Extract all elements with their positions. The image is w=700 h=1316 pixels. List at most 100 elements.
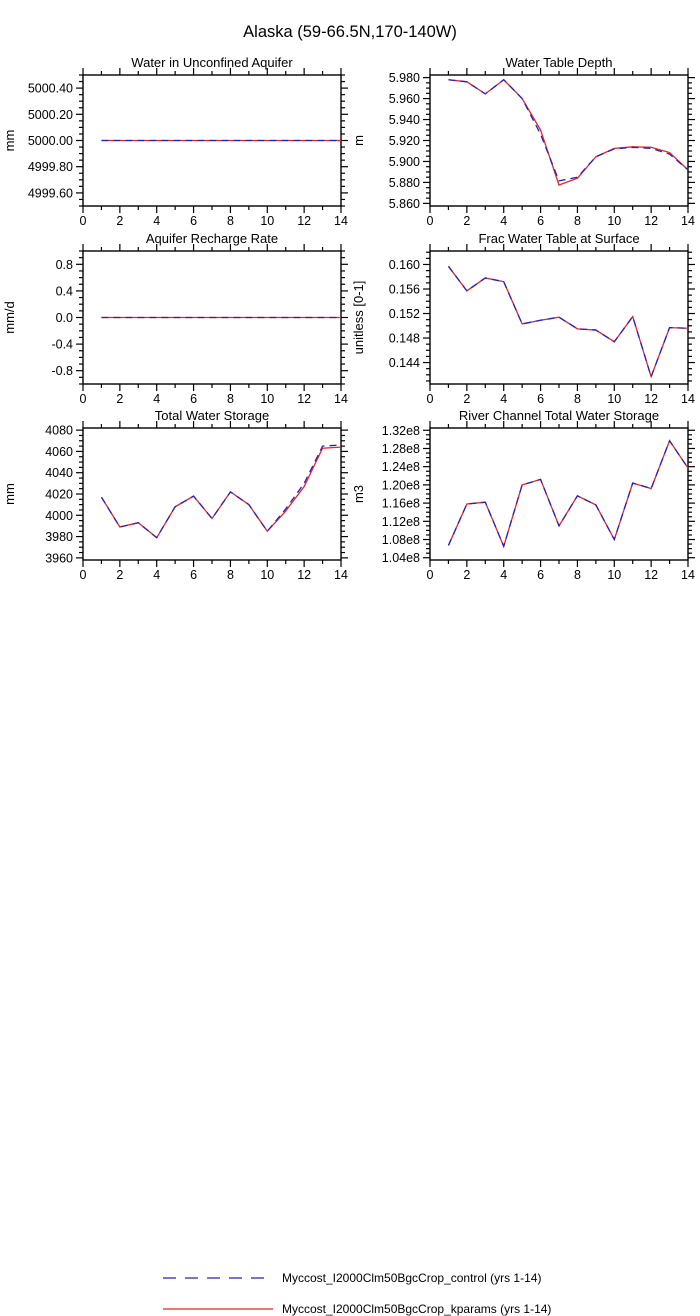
y-tick-label: 4060	[45, 445, 73, 459]
y-tick-label: 5.960	[389, 92, 420, 106]
x-ticks: 0 2 4 6 8 10 12 14	[80, 421, 348, 582]
y-ticks: 3960 3980 4000 4020 4040 4060 4080	[45, 424, 348, 565]
x-tick-label: 2	[116, 392, 123, 406]
x-tick-label: 8	[227, 392, 234, 406]
x-ticks: 0 2 4 6 8 10 12 14	[80, 68, 348, 228]
x-tick-label: 14	[334, 392, 348, 406]
series-kparams-line	[447, 439, 689, 549]
x-tick-label: 6	[537, 392, 544, 406]
legend-item-control: Myccost_I2000Clm50BgcCrop_control (yrs 1…	[162, 1271, 541, 1285]
x-tick-label: 0	[427, 568, 434, 582]
x-tick-label: 2	[116, 214, 123, 228]
y-tick-label: 0.144	[389, 356, 420, 370]
x-ticks: 0 2 4 6 8 10 12 14	[427, 421, 695, 582]
x-tick-label: 14	[681, 568, 695, 582]
y-tick-label: 5.980	[389, 71, 420, 85]
y-tick-label: 1.20e8	[382, 478, 420, 492]
x-tick-label: 12	[644, 214, 658, 228]
y-tick-label: -0.8	[51, 364, 73, 378]
x-tick-label: 12	[644, 392, 658, 406]
y-axis-label: m	[351, 135, 366, 146]
y-axis-label: mm/d	[2, 301, 17, 334]
series-kparams-line	[447, 265, 689, 379]
x-tick-label: 0	[80, 214, 87, 228]
x-tick-label: 14	[334, 568, 348, 582]
x-tick-label: 8	[574, 568, 581, 582]
x-tick-label: 12	[644, 568, 658, 582]
x-tick-label: 0	[427, 392, 434, 406]
y-axis-label: unitless [0-1]	[351, 281, 366, 355]
x-tick-label: 6	[190, 214, 197, 228]
chart-title: Water in Unconfined Aquifer	[131, 55, 293, 70]
chart-canvas: 0 2 4 6 8 10 12 14 4999.60 4999.80 5000.00 5000.20 5…	[2, 55, 348, 228]
y-tick-label: 5000.40	[28, 82, 73, 96]
dashed-line-swatch-icon	[163, 1277, 273, 1279]
y-tick-label: 5.900	[389, 155, 420, 169]
y-tick-label: 0.152	[389, 307, 420, 321]
series-kparams-line	[448, 78, 689, 186]
y-tick-label: 4000	[45, 509, 73, 523]
x-tick-label: 0	[80, 392, 87, 406]
chart-canvas: 0 2 4 6 8 10 12 14 5.860 5.880 5.900 5.920 5.940 5.96…	[351, 55, 695, 228]
series-control-line	[447, 439, 689, 549]
chart-title: Total Water Storage	[155, 408, 269, 423]
x-tick-label: 10	[260, 214, 274, 228]
chart-title: Frac Water Table at Surface	[478, 231, 639, 246]
series-kparams-line	[100, 446, 342, 539]
y-tick-label: 0.148	[389, 332, 420, 346]
y-tick-label: 5000.00	[28, 134, 73, 148]
x-tick-label: 4	[153, 568, 160, 582]
y-ticks: 4999.60 4999.80 5000.00 5000.20 5000.40	[28, 74, 348, 207]
y-tick-label: 1.16e8	[382, 497, 420, 511]
x-tick-label: 4	[500, 214, 507, 228]
x-tick-label: 8	[227, 214, 234, 228]
y-tick-label: 5.940	[389, 113, 420, 127]
y-tick-label: 3980	[45, 530, 73, 544]
y-tick-label: 5000.20	[28, 108, 73, 122]
x-tick-label: 2	[463, 392, 470, 406]
x-tick-label: 0	[427, 214, 434, 228]
panel-aquifer-recharge-rate: 0 2 4 6 8 10 12 14 -0.8 -0.4 0.0 0.4 0.8 Aquifer Rech…	[0, 221, 350, 421]
series-control-line	[100, 444, 342, 539]
series-control-line	[448, 78, 689, 182]
x-tick-label: 2	[463, 568, 470, 582]
panel-total-water-storage: 0 2 4 6 8 10 12 14 3960 3980 4000 4020 4040 4060 4080 T…	[0, 398, 350, 598]
x-tick-label: 6	[537, 214, 544, 228]
chart-canvas: 0 2 4 6 8 10 12 14 0.144 0.148 0.152 0.156 0.160 Frac…	[351, 231, 695, 406]
y-tick-label: -0.4	[51, 338, 73, 352]
legend-label-control: Myccost_I2000Clm50BgcCrop_control (yrs 1…	[282, 1271, 542, 1285]
x-ticks: 0 2 4 6 8 10 12 14	[80, 244, 348, 406]
y-tick-label: 1.08e8	[382, 533, 420, 547]
x-tick-label: 12	[297, 568, 311, 582]
panel-water-table-depth: 0 2 4 6 8 10 12 14 5.860 5.880 5.900 5.920 5.940 5.96…	[350, 45, 700, 245]
y-tick-label: 4999.80	[28, 160, 73, 174]
legend-label-kparams: Myccost_I2000Clm50BgcCrop_kparams (yrs 1…	[282, 1302, 552, 1316]
x-tick-label: 2	[116, 568, 123, 582]
x-tick-label: 10	[607, 568, 621, 582]
x-tick-label: 6	[190, 392, 197, 406]
chart-title: Water Table Depth	[506, 55, 613, 70]
x-tick-label: 4	[153, 214, 160, 228]
plot-frame	[82, 427, 342, 561]
chart-canvas: 0 2 4 6 8 10 12 14 1.04e8 1.08e8 1.12e8 1.16e8 1.20e…	[351, 408, 695, 582]
y-tick-label: 1.12e8	[382, 515, 420, 529]
x-tick-label: 6	[537, 568, 544, 582]
plot-frame	[429, 74, 689, 207]
y-tick-label: 5.860	[389, 197, 420, 211]
y-tick-label: 0.160	[389, 258, 420, 272]
x-tick-label: 10	[607, 214, 621, 228]
solid-line-swatch-icon	[163, 1308, 273, 1310]
figure: Alaska (59-66.5N,170-140W) 0 2 4 6 8 10 12 14 49…	[0, 23, 700, 1316]
y-tick-label: 1.04e8	[382, 551, 420, 565]
x-tick-label: 2	[463, 214, 470, 228]
x-ticks: 0 2 4 6 8 10 12 14	[427, 68, 695, 228]
y-tick-label: 5.920	[389, 134, 420, 148]
y-tick-label: 5.880	[389, 176, 420, 190]
page-title: Alaska (59-66.5N,170-140W)	[243, 23, 457, 41]
x-tick-label: 4	[500, 392, 507, 406]
chart-title: River Channel Total Water Storage	[459, 408, 659, 423]
series-control-line	[447, 265, 689, 379]
x-tick-label: 14	[334, 214, 348, 228]
x-tick-label: 8	[227, 568, 234, 582]
y-tick-label: 3960	[45, 551, 73, 565]
